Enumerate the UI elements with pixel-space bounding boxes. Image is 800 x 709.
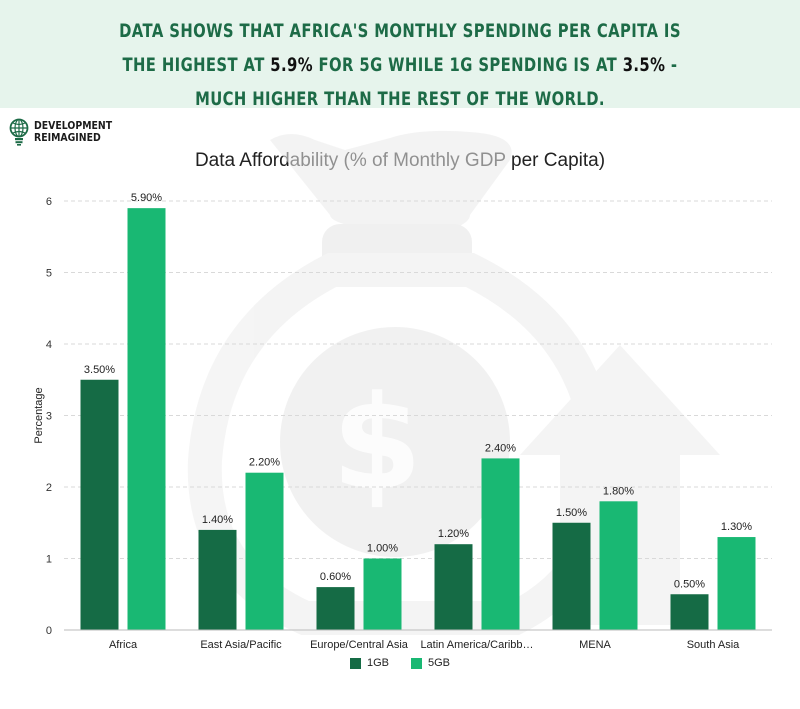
bar-1gb [316, 587, 355, 630]
legend-label-5gb: 5GB [428, 657, 451, 669]
data-label: 1.30% [721, 521, 752, 533]
logo-text: DEVELOPMENT REIMAGINED [34, 120, 112, 144]
development-reimagined-logo: DEVELOPMENT REIMAGINED [8, 118, 126, 146]
legend-swatch-1gb [349, 657, 361, 669]
data-label: 2.40% [485, 442, 516, 454]
data-label: 0.50% [674, 578, 705, 590]
data-label: 2.20% [249, 457, 280, 469]
y-tick-label: 3 [46, 411, 52, 423]
bar-1gb [670, 594, 709, 630]
legend-swatch-5gb [411, 657, 422, 669]
data-label: 1.50% [556, 507, 587, 519]
bar-5gb [127, 208, 166, 630]
y-axis-label: Percentage [33, 387, 45, 443]
headline-text: Data shows that Africa's monthly spendin… [104, 14, 697, 116]
x-tick-label: MENA [579, 639, 611, 651]
bar-5gb [717, 537, 756, 630]
logo-line-1: DEVELOPMENT [34, 119, 113, 132]
headline-part-2: for 5G while 1G spending is at [312, 54, 623, 76]
x-tick-label: East Asia/Pacific [200, 639, 282, 651]
bar-5gb [599, 501, 638, 630]
legend-label-1gb: 1GB [366, 657, 389, 669]
bar-1gb [552, 522, 591, 630]
data-label: 0.60% [320, 571, 351, 583]
logo-line-2: REIMAGINED [34, 131, 101, 144]
bar-1gb [434, 544, 473, 630]
y-tick-label: 6 [46, 196, 52, 208]
y-tick-label: 5 [46, 268, 52, 280]
bar-1gb [80, 379, 119, 630]
bar-5gb [481, 458, 520, 630]
y-tick-label: 4 [46, 339, 52, 351]
x-tick-label: South Asia [687, 639, 740, 651]
headline-highlight-1: 5.9% [270, 54, 313, 76]
y-tick-label: 0 [46, 625, 52, 637]
x-tick-label: Latin America/Caribb… [420, 639, 533, 651]
legend-item-5gb: 5GB [411, 657, 450, 669]
bar-5gb [363, 558, 402, 630]
headline-part-3: - much higher than the rest of the world… [195, 54, 678, 110]
y-tick-label: 2 [46, 482, 52, 494]
bar-1gb [198, 529, 237, 630]
bar-5gb [245, 472, 284, 630]
data-label: 1.00% [367, 543, 398, 555]
x-tick-label: Africa [109, 639, 138, 651]
legend-item-1gb: 1GB [349, 657, 389, 669]
data-label: 3.50% [84, 364, 115, 376]
data-label: 1.80% [603, 485, 634, 497]
headline-banner [0, 0, 800, 108]
headline-part-1: Data shows that Africa's monthly spendin… [119, 20, 681, 76]
headline-highlight-2: 3.5% [622, 54, 666, 76]
x-tick-label: Europe/Central Asia [310, 639, 409, 651]
svg-text:$: $ [332, 367, 422, 519]
data-label: 1.20% [438, 528, 469, 540]
lightbulb-globe-icon [9, 118, 29, 146]
chart-legend: 1GB 5GB [0, 657, 800, 669]
data-label: 5.90% [131, 192, 162, 204]
data-label: 1.40% [202, 514, 233, 526]
y-tick-label: 1 [46, 554, 52, 566]
